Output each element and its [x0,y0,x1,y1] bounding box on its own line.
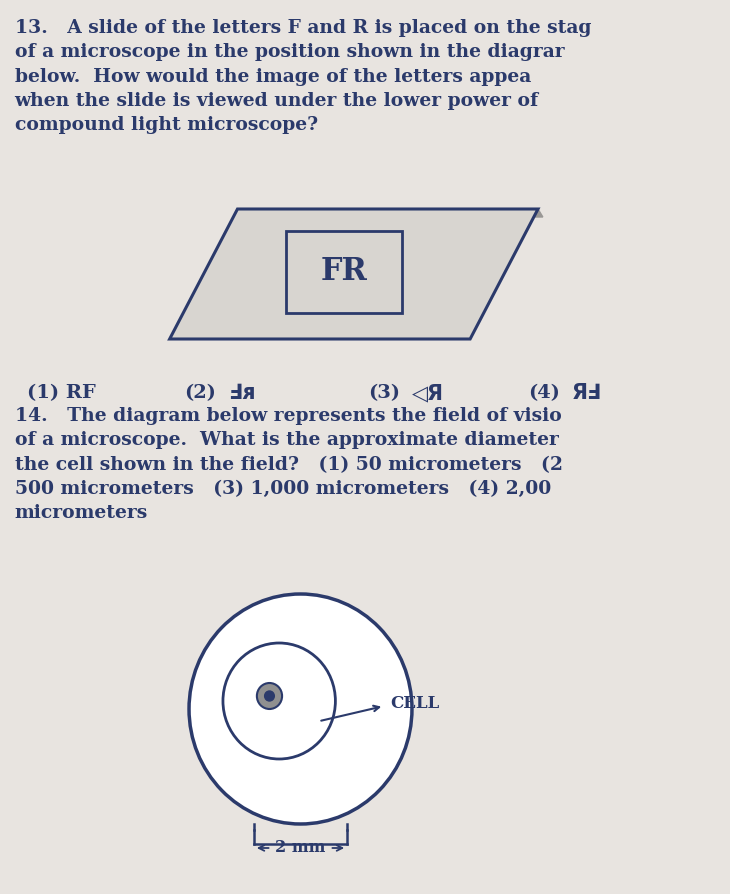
Text: 2 mm: 2 mm [275,839,326,856]
Text: ◁Я: ◁Я [412,383,444,403]
Circle shape [265,691,274,701]
Text: CELL: CELL [390,696,439,713]
Circle shape [257,683,282,709]
Circle shape [189,594,412,824]
Text: (1) RF: (1) RF [27,384,96,402]
Bar [286,231,402,313]
Text: (2): (2) [184,384,216,402]
Text: ЯℲ: ЯℲ [572,383,602,403]
Text: 13.   A slide of the letters F and R is placed on the stag
of a microscope in th: 13. A slide of the letters F and R is pl… [15,19,591,134]
Polygon shape [169,209,538,339]
Text: (3): (3) [369,384,400,402]
Polygon shape [237,209,543,217]
Text: 14.   The diagram below represents the field of visio
of a microscope.  What is : 14. The diagram below represents the fie… [15,407,565,522]
Text: (4): (4) [529,384,560,402]
Text: Ⅎᴙ: Ⅎᴙ [228,383,255,403]
Text: FR: FR [320,257,368,288]
Circle shape [223,643,335,759]
